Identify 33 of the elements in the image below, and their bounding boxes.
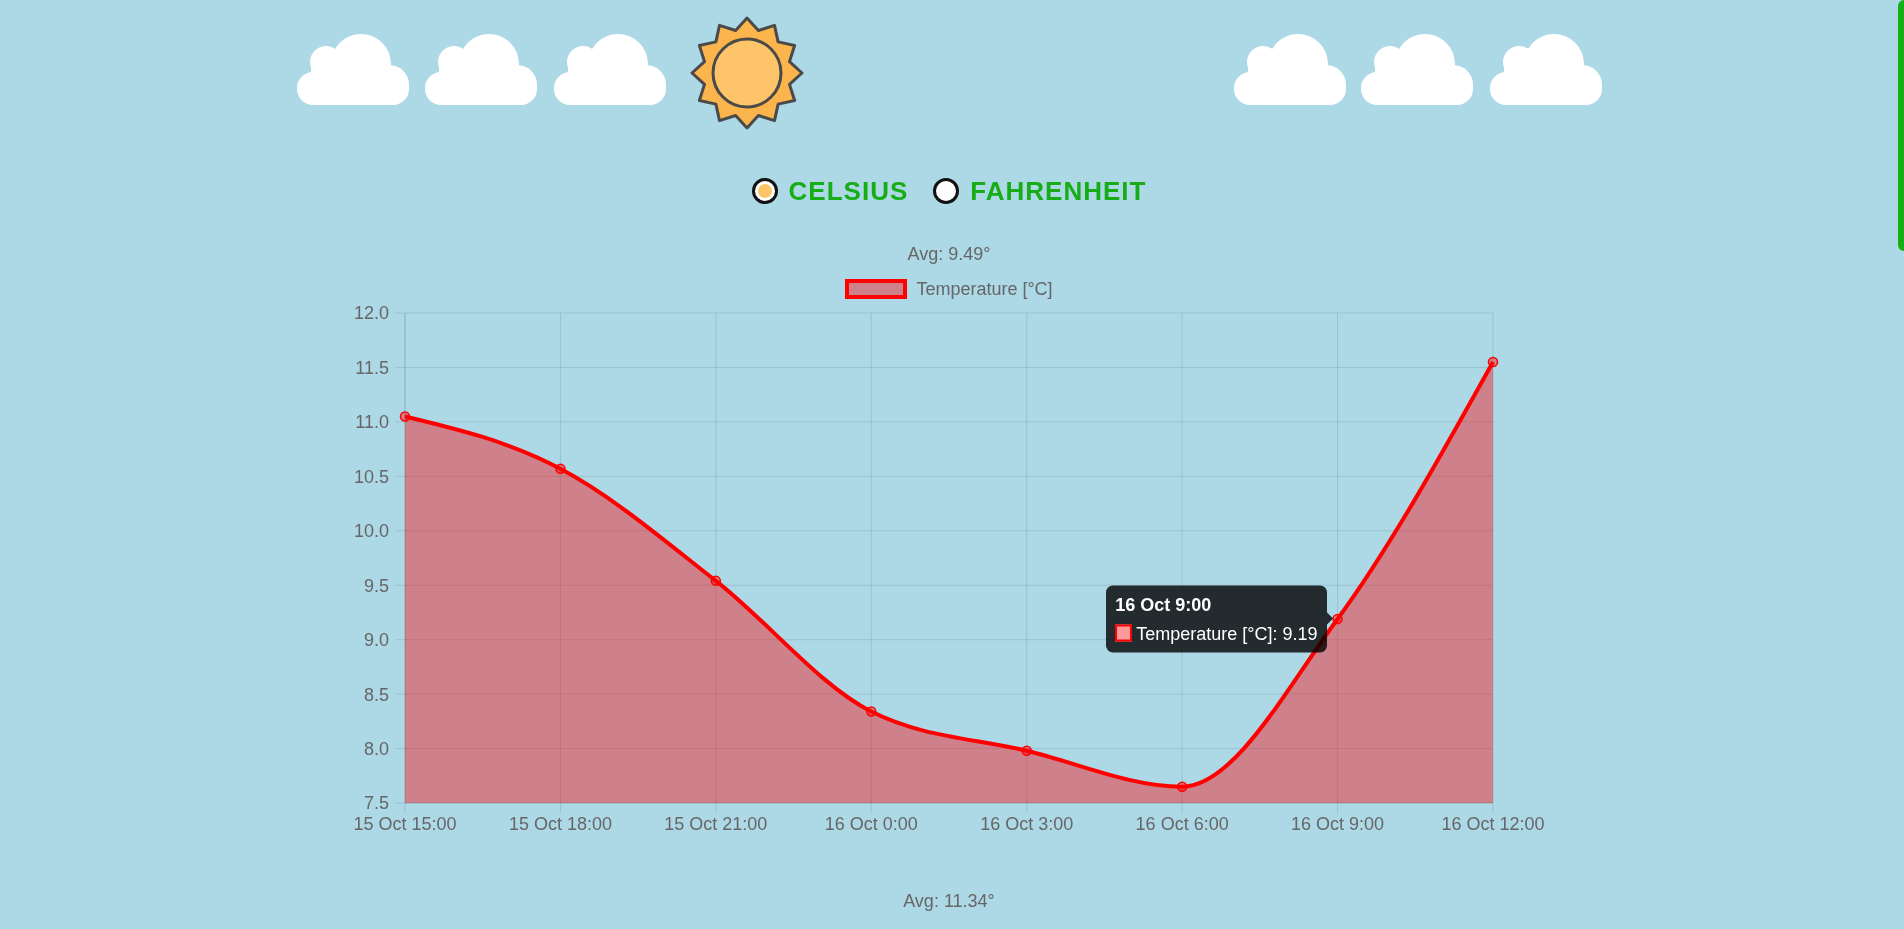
point xyxy=(1332,613,1343,625)
y-tick-label: 11.0 xyxy=(355,412,389,433)
x-tick-label: 16 Oct 0:00 xyxy=(824,813,918,834)
y-tick-label: 11.5 xyxy=(355,357,389,378)
x-tick-label: 16 Oct 3:00 xyxy=(980,813,1074,834)
point xyxy=(1176,781,1188,792)
text: CELSIUS xyxy=(788,176,909,206)
x-tick-label: 16 Oct 6:00 xyxy=(1135,813,1229,834)
point xyxy=(710,575,722,587)
point xyxy=(399,411,411,422)
x-tick-label: 15 Oct 15:00 xyxy=(353,813,457,834)
x-tick-label: 16 Oct 9:00 xyxy=(1291,813,1385,834)
text: FAHRENHEIT xyxy=(970,176,1147,206)
y-tick-label: 10.0 xyxy=(353,521,389,542)
y-tick-label: 8.0 xyxy=(363,738,389,759)
x-tick-label: 15 Oct 21:00 xyxy=(664,813,768,834)
y-tick-label: 8.5 xyxy=(363,684,389,705)
x-tick-label: 16 Oct 12:00 xyxy=(1441,813,1545,834)
x-tick-label: 15 Oct 18:00 xyxy=(508,813,612,834)
legend-label: Temperature [°C] xyxy=(916,278,1053,300)
y-tick-label: 9.5 xyxy=(363,575,389,596)
point xyxy=(866,706,877,717)
y-tick-label: 7.5 xyxy=(363,793,389,814)
point xyxy=(555,463,566,474)
y-tick-label: 12.0 xyxy=(353,303,389,324)
tooltip: 16 Oct 9:00 Temperature [°C]: 9.19 xyxy=(1106,585,1333,653)
chart-title: Avg: 9.49° xyxy=(906,243,992,265)
point xyxy=(1487,356,1499,368)
point xyxy=(1021,745,1032,756)
y-tick-label: 10.5 xyxy=(353,466,389,487)
text: Avg: 11.34° xyxy=(902,890,996,912)
y-tick-label: 9.0 xyxy=(363,630,389,651)
annotation: 16 Oct 9:00 Temperature [°C]: 9.19 xyxy=(1115,593,1318,645)
